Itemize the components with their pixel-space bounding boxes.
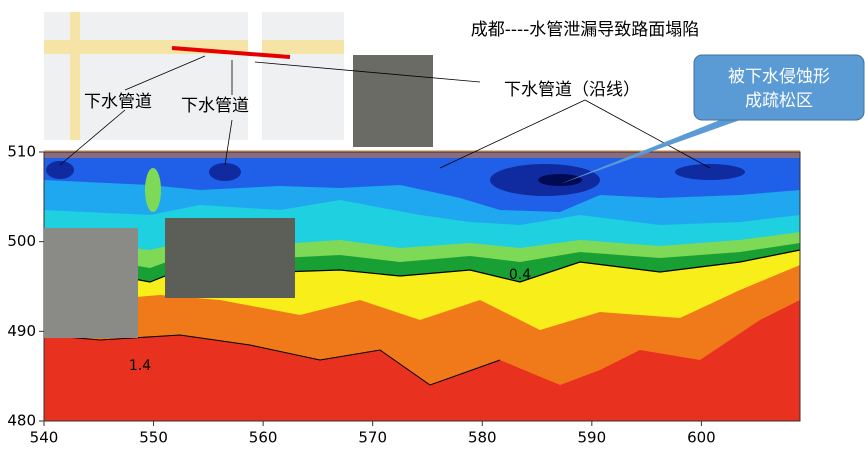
x-tick-label: 540 [30, 429, 59, 447]
x-tick-label: 570 [358, 429, 387, 447]
annotation: 下水管道（沿线） [504, 80, 640, 100]
callout-box [693, 54, 865, 121]
y-tick-label: 490 [7, 322, 36, 340]
x-tick-label: 580 [468, 429, 497, 447]
callout-text: 成疏松区 [745, 91, 813, 111]
annotation: 下水管道 [84, 92, 152, 112]
callout-text: 被下水侵蚀形 [728, 67, 830, 87]
callout-pointer [560, 120, 740, 184]
x-tick-label: 590 [578, 429, 607, 447]
map-image [44, 12, 344, 140]
x-tick-label: 550 [139, 429, 168, 447]
photo [165, 218, 295, 298]
contour-label: 0.4 [509, 267, 531, 283]
photo [44, 228, 138, 338]
y-tick-label: 480 [7, 412, 36, 430]
y-tick-label: 500 [7, 232, 36, 250]
x-tick-label: 560 [249, 429, 278, 447]
photo [353, 55, 433, 147]
leader-lines [59, 55, 711, 169]
contour-label: 1.4 [129, 358, 151, 374]
annotation: 下水管道 [181, 96, 249, 116]
x-tick-label: 600 [687, 429, 716, 447]
contour-field [43, 150, 801, 421]
chart-title: 成都----水管泄漏导致路面塌陷 [471, 20, 700, 40]
y-tick-label: 510 [7, 143, 36, 161]
